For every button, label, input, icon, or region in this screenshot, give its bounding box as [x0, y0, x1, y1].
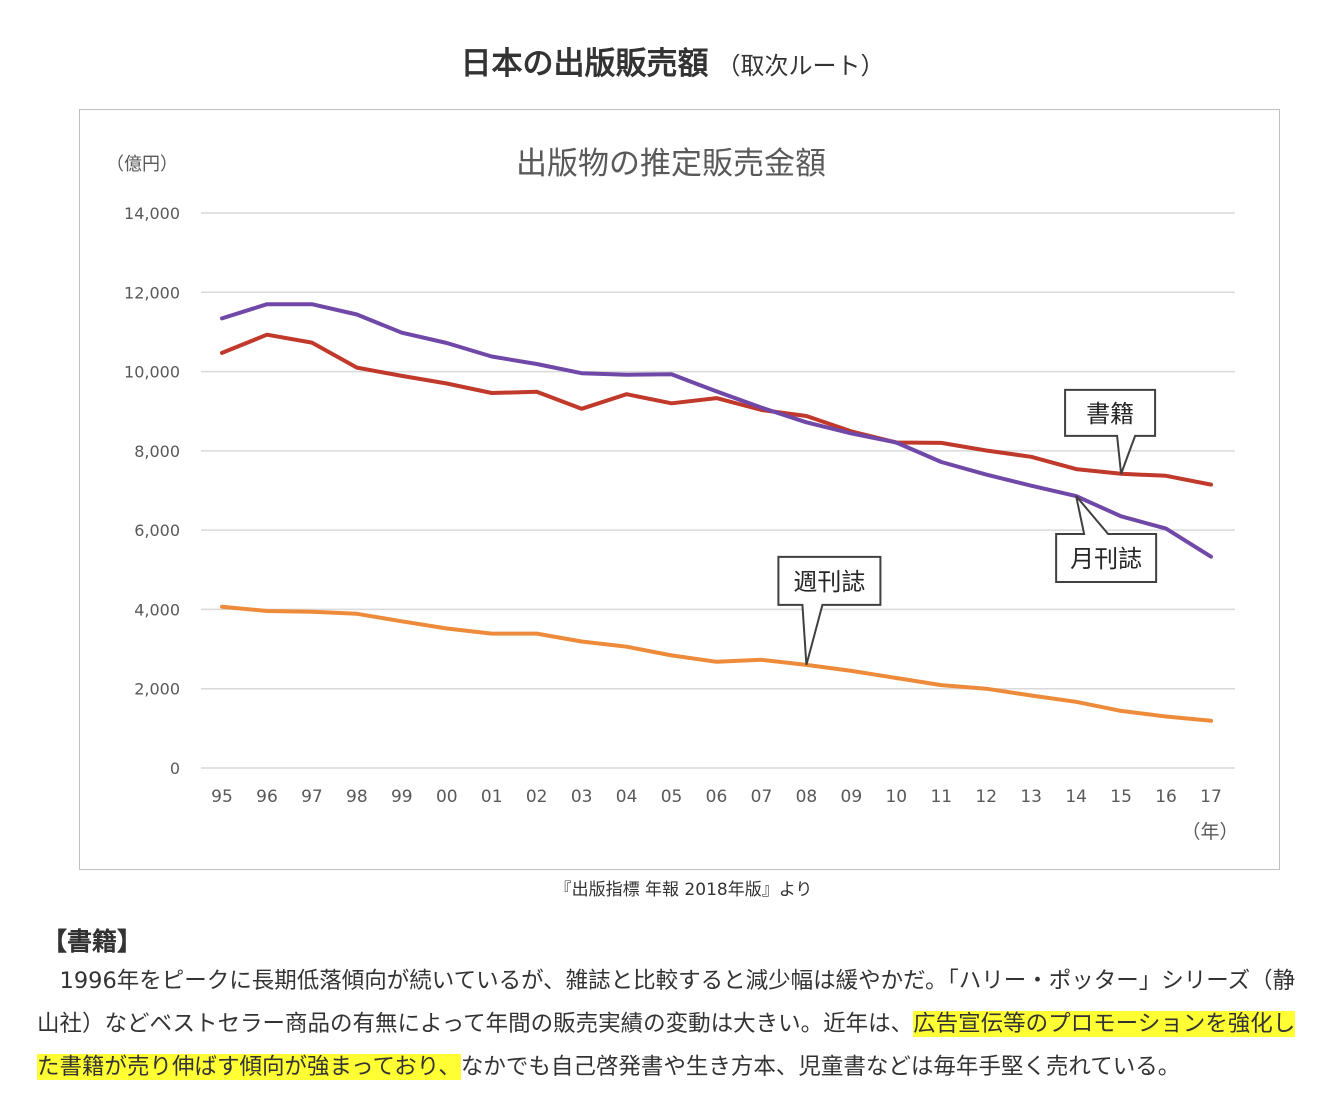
- y-tick-label: 14,000: [124, 204, 180, 223]
- y-tick-label: 10,000: [124, 363, 180, 382]
- y-tick-label: 4,000: [134, 600, 180, 619]
- x-tick-label: 99: [391, 787, 413, 807]
- callout-2: 週刊誌: [777, 555, 882, 666]
- x-tick-label: 96: [256, 787, 278, 807]
- series-line: [220, 604, 1213, 723]
- x-tick-label: 12: [975, 787, 997, 807]
- series-line: [220, 302, 1213, 559]
- x-tick-label: 13: [1020, 787, 1042, 807]
- callout-1: 月刊誌: [1055, 495, 1158, 584]
- page-title-sub: （取次ルート）: [716, 52, 885, 80]
- x-axis-label: （年）: [1181, 821, 1238, 843]
- y-axis-label: （億円）: [106, 154, 178, 175]
- x-axis-ticks: 95 96 97 98 99 00 01 02 03 04 05 06 07 08 09 10 11 12 13 14…: [211, 787, 1222, 807]
- y-tick-label: 0: [170, 759, 180, 778]
- x-tick-label: 98: [346, 787, 368, 807]
- x-tick-label: 03: [571, 787, 593, 807]
- series-lines: [220, 302, 1213, 723]
- y-axis-ticks: 0 2,000 4,000 6,000 8,000 10,000 12,000 14,000: [124, 204, 180, 778]
- x-tick-label: 15: [1110, 787, 1132, 807]
- x-tick-label: 95: [211, 787, 233, 807]
- series-1: [220, 302, 1213, 559]
- x-tick-label: 17: [1200, 787, 1222, 807]
- x-tick-label: 97: [301, 787, 323, 807]
- line-chart: 02,0004,0006,0008,00010,00012,00014,000 …: [106, 146, 1239, 843]
- callout-label: 書籍: [1086, 400, 1134, 428]
- body-paragraph: 1996年をピークに長期低落傾向が続いているが、雑誌と比較すると減少幅は緩やかだ…: [37, 960, 1317, 1089]
- x-tick-label: 09: [841, 787, 863, 807]
- x-tick-label: 14: [1065, 787, 1087, 807]
- source-caption: 『出版指標 年報 2018年版』より: [554, 880, 813, 900]
- callout-0: 書籍: [1064, 388, 1157, 475]
- callout-bubble: [777, 555, 882, 666]
- x-tick-label: 08: [796, 787, 818, 807]
- page-title: 日本の出版販売額 （取次ルート）: [0, 38, 1327, 83]
- chart-title: 出版物の推定販売金額: [516, 146, 826, 182]
- x-tick-label: 05: [661, 787, 683, 807]
- series-0: [220, 332, 1213, 487]
- x-tick-label: 04: [616, 787, 638, 807]
- section-heading: 【書籍】: [42, 927, 143, 956]
- y-tick-label: 2,000: [134, 680, 180, 699]
- x-tick-label: 01: [481, 787, 503, 807]
- x-tick-label: 02: [526, 787, 548, 807]
- paragraph-text-2: なかでも自己啓発書や生き方本、児童書などは毎年手堅く売れている。: [460, 1054, 1181, 1080]
- callout-label: 月刊誌: [1070, 545, 1142, 573]
- x-tick-label: 00: [436, 787, 458, 807]
- x-tick-label: 07: [751, 787, 773, 807]
- gridlines: [201, 212, 1235, 769]
- x-tick-label: 16: [1155, 787, 1177, 807]
- page-title-main: 日本の出版販売額: [460, 46, 709, 82]
- chart-frame: 0 2,000 4,000 6,000 8,000 10,000 12,000 14,000 …: [79, 109, 1280, 870]
- y-tick-label: 6,000: [134, 521, 180, 540]
- y-tick-label: 12,000: [124, 283, 180, 302]
- x-tick-label: 11: [930, 787, 952, 807]
- callout-bubble: [1064, 388, 1157, 475]
- callout-bubble: [1055, 495, 1158, 584]
- x-tick-label: 06: [706, 787, 728, 807]
- y-tick-label: 8,000: [134, 442, 180, 461]
- paragraph-text-1: 1996年をピークに長期低落傾向が続いているが、雑誌と比較すると減少幅は緩やかだ…: [37, 968, 1296, 1037]
- series-line: [220, 332, 1213, 487]
- series-2: [220, 604, 1213, 723]
- x-tick-label: 10: [885, 787, 907, 807]
- callout-label: 週刊誌: [793, 568, 865, 596]
